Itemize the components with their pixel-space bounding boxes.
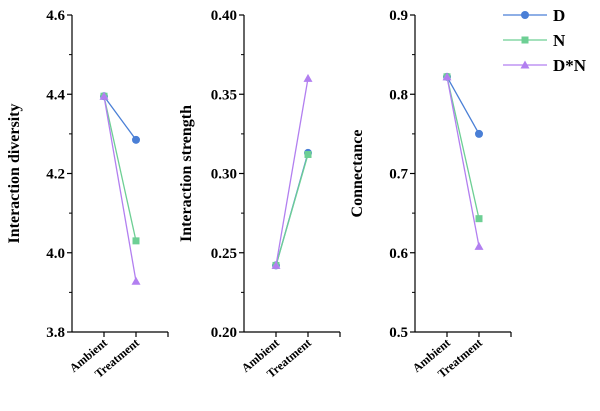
y-tick-label: 0.20: [211, 325, 237, 341]
panel-3: 0.50.60.70.80.9AmbientTreatmentConnectan…: [349, 8, 512, 381]
data-point-D*N: [131, 276, 141, 285]
y-tick-label: 0.8: [389, 87, 408, 103]
y-tick-label: 4.2: [46, 167, 65, 183]
y-tick-label: 3.8: [46, 325, 65, 341]
y-tick-label: 4.4: [46, 87, 65, 103]
y-axis-label: Connectance: [349, 130, 366, 218]
data-point-N: [132, 237, 140, 245]
y-tick-label: 0.30: [211, 167, 237, 183]
y-tick-label: 0.7: [389, 167, 408, 183]
series-line-D*N: [275, 78, 309, 266]
data-point-D: [132, 135, 140, 144]
y-axis-label: Interaction diversity: [6, 104, 23, 244]
panel-2: 0.200.250.300.350.40AmbientTreatmentInte…: [178, 8, 341, 381]
series-line-D: [103, 95, 137, 141]
data-point-D*N: [474, 241, 484, 250]
data-point-D: [475, 129, 483, 138]
data-point-N: [304, 150, 312, 158]
y-tick-label: 0.5: [389, 325, 408, 341]
data-point-D*N: [271, 260, 281, 269]
legend-marker: [521, 11, 529, 19]
data-point-D*N: [303, 73, 313, 82]
series-line-N: [103, 96, 137, 242]
y-tick-label: 0.6: [389, 246, 408, 262]
legend-label: D: [553, 6, 565, 25]
panel-1: 3.84.04.24.44.6AmbientTreatmentInteracti…: [6, 8, 169, 381]
series-line-D: [446, 76, 480, 135]
data-point-N: [475, 215, 483, 223]
series-line-D*N: [103, 96, 137, 282]
legend-marker: [520, 60, 530, 69]
y-tick-label: 0.40: [211, 8, 237, 24]
y-tick-label: 0.25: [211, 246, 237, 262]
y-tick-label: 0.9: [389, 8, 408, 24]
legend-label: D*N: [553, 56, 587, 75]
series-line-D*N: [446, 76, 480, 247]
data-point-D*N: [99, 91, 109, 100]
legend-marker: [521, 36, 529, 44]
legend: DN D*N: [503, 6, 587, 75]
legend-label: N: [553, 31, 566, 50]
series-line-N: [446, 76, 480, 219]
y-axis-label: Interaction strength: [178, 105, 195, 242]
data-point-D*N: [442, 72, 452, 81]
y-tick-label: 4.0: [46, 246, 65, 262]
y-tick-label: 0.35: [211, 87, 237, 103]
y-tick-label: 4.6: [46, 8, 65, 24]
series-line-N: [275, 154, 309, 266]
